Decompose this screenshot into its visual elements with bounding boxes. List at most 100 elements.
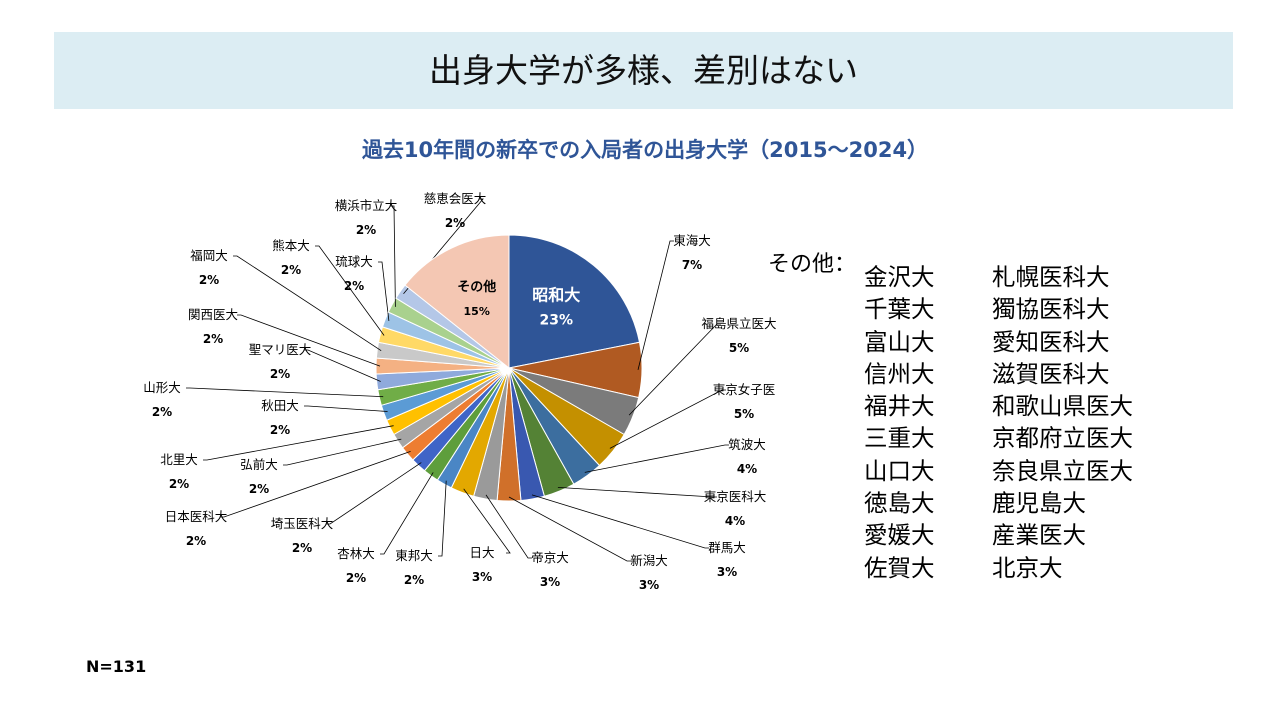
leader-line	[390, 205, 396, 307]
pie-slice	[404, 234, 510, 370]
slice-percent: 2%	[346, 571, 366, 585]
slice-label: 弘前大	[240, 457, 278, 472]
slide-title: 出身大学が多様、差別はない	[429, 51, 858, 90]
slice-percent: 2%	[404, 573, 424, 587]
others-university: 獨協医科大	[992, 295, 1110, 324]
others-label: その他：	[768, 252, 857, 277]
leader-line	[283, 438, 402, 466]
leader-line	[508, 496, 631, 562]
others-university: 産業医大	[992, 521, 1086, 550]
leader-line	[220, 451, 411, 518]
slice-label: 琉球大	[335, 254, 373, 269]
slice-percent: 2%	[281, 263, 301, 277]
others-university: 信州大	[864, 359, 935, 388]
slice-percent: 3%	[540, 575, 560, 589]
others-university: 滋賀医科大	[992, 359, 1110, 388]
others-university: 千葉大	[864, 295, 935, 324]
leader-line	[628, 323, 721, 416]
slice-label: 福岡大	[190, 248, 228, 263]
slice-label: 日本医科大	[165, 509, 228, 524]
leader-line	[304, 349, 381, 382]
leader-line	[378, 261, 390, 321]
leader-line	[380, 472, 434, 555]
leader-line	[557, 487, 717, 498]
slice-label: 昭和大	[532, 286, 580, 305]
slice-percent: 2%	[292, 541, 312, 555]
leader-line	[237, 314, 381, 367]
others-university: 札幌医科大	[992, 263, 1110, 291]
slice-percent: 2%	[356, 223, 376, 237]
slice-label: 東京医科大	[704, 489, 767, 504]
others-university: 京都府立医大	[992, 424, 1133, 453]
slice-percent: 2%	[186, 534, 206, 548]
slice-label: 東京女子医	[713, 382, 776, 397]
slice-percent: 2%	[203, 332, 223, 346]
others-university: 福井大	[864, 392, 935, 421]
others-university: 鹿児島大	[992, 489, 1086, 518]
slice-percent: 4%	[737, 462, 757, 476]
slice-percent: 23%	[540, 313, 574, 329]
slice-percent: 2%	[169, 477, 189, 491]
slice-label: 日大	[469, 545, 494, 560]
slice-percent: 2%	[344, 279, 364, 293]
slice-label: 北里大	[160, 452, 198, 467]
slice-label: 山形大	[143, 380, 181, 395]
leader-line	[609, 389, 726, 449]
slice-percent: 2%	[270, 423, 290, 437]
pie-slice	[508, 234, 641, 369]
others-university: 山口大	[864, 456, 935, 485]
others-university: 愛知医科大	[992, 327, 1110, 356]
slice-percent: 4%	[725, 514, 745, 528]
slice-percent: 3%	[472, 570, 492, 584]
others-list: 金沢大 札幌医科大千葉大 獨協医科大富山大 愛知医科大信州大 滋賀医科大福井大 和歌山県医…	[864, 258, 1184, 582]
slice-label: 横浜市立大	[335, 198, 398, 213]
sample-size: N=131	[86, 657, 147, 676]
slice-label: 杏林大	[337, 546, 375, 561]
leader-line	[463, 488, 511, 554]
others-university: 徳島大	[864, 489, 935, 518]
slice-label: 帝京大	[531, 550, 569, 565]
others-university: 奈良県立医大	[992, 456, 1133, 485]
slice-percent: 2%	[199, 273, 219, 287]
slice-label: 埼玉医科大	[271, 516, 334, 531]
others-university: 富山大	[864, 327, 935, 356]
slice-percent: 5%	[734, 407, 754, 421]
leader-line	[233, 255, 382, 352]
title-banner: 出身大学が多様、差別はない	[54, 32, 1233, 109]
leader-line	[485, 494, 532, 559]
slice-label: 東海大	[673, 233, 711, 248]
leader-line	[326, 462, 422, 525]
leader-line	[438, 480, 447, 557]
slice-percent: 2%	[445, 216, 465, 230]
slice-label: 新潟大	[630, 553, 668, 568]
leader-line	[584, 444, 729, 473]
others-university: 金沢大	[864, 263, 935, 291]
slice-label: 福島県立医大	[701, 316, 776, 331]
leader-line	[315, 245, 385, 336]
slice-percent: 2%	[152, 405, 172, 419]
slice-label: その他	[457, 279, 496, 295]
others-university: 佐賀大	[864, 553, 935, 582]
others-university: 三重大	[864, 424, 935, 453]
slice-label: 筑波大	[728, 437, 766, 452]
slice-percent: 3%	[639, 578, 659, 592]
slice-percent: 2%	[270, 367, 290, 381]
slice-percent: 7%	[682, 258, 702, 272]
leader-line	[186, 387, 384, 398]
slice-percent: 15%	[464, 305, 490, 318]
slice-label: 群馬大	[708, 540, 746, 555]
others-university: 愛媛大	[864, 521, 935, 550]
slice-label: 慈恵会医大	[424, 191, 487, 206]
slice-percent: 5%	[729, 341, 749, 355]
chart-title: 過去10年間の新卒での入局者の出身大学（2015～2024）	[361, 138, 929, 162]
slice-label: 熊本大	[272, 238, 310, 253]
others-university: 和歌山県医大	[992, 392, 1133, 421]
leader-line	[304, 405, 388, 412]
leader-line	[203, 425, 394, 461]
slice-label: 東邦大	[395, 548, 433, 563]
slice-percent: 3%	[717, 565, 737, 579]
leader-line	[637, 240, 674, 370]
slice-label: 関西医大	[188, 307, 238, 322]
leader-line	[531, 494, 709, 549]
